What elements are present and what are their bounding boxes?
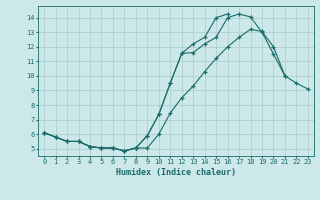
X-axis label: Humidex (Indice chaleur): Humidex (Indice chaleur) [116, 168, 236, 177]
